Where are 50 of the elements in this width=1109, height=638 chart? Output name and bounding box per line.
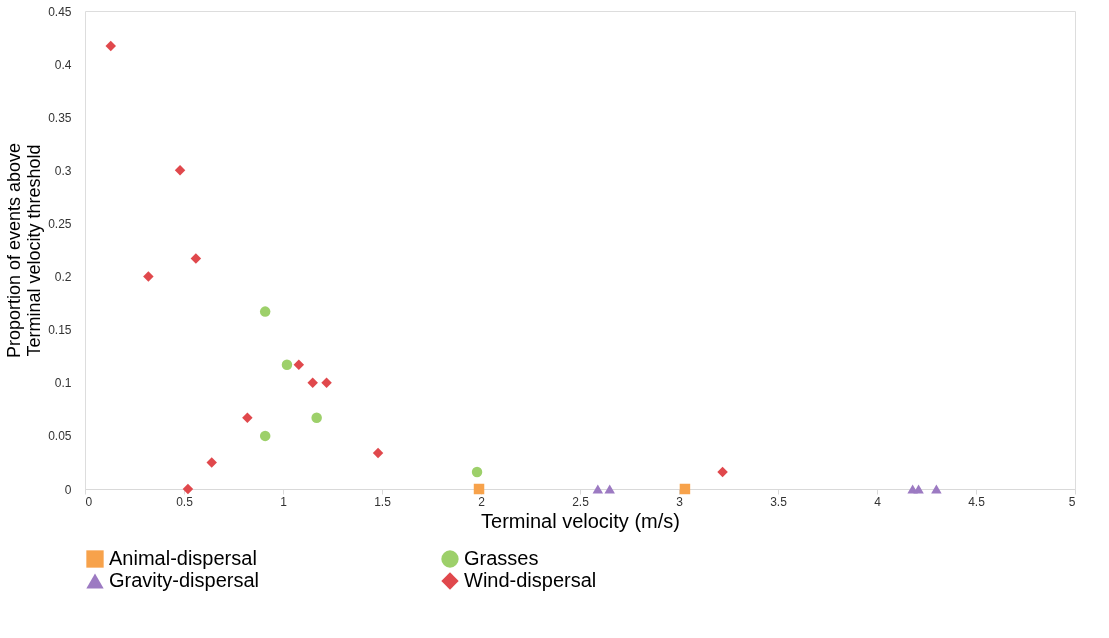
y-tick-label: 0.05 xyxy=(48,429,72,444)
x-tick-label: 0.5 xyxy=(176,494,194,509)
point xyxy=(281,359,293,370)
point xyxy=(143,271,154,282)
y-tick-label: 0.4 xyxy=(54,57,72,72)
x-tick-label: 4 xyxy=(874,494,882,509)
y-tick-label: 0.35 xyxy=(48,110,72,125)
point xyxy=(592,484,604,494)
point xyxy=(206,457,217,468)
point xyxy=(321,377,332,389)
point xyxy=(105,40,116,52)
point xyxy=(679,483,691,495)
point xyxy=(259,430,271,442)
x-tick-label: 3 xyxy=(676,494,684,509)
x-tick-label: 2.5 xyxy=(572,494,590,509)
point xyxy=(604,484,615,494)
y-tick-label: 0.3 xyxy=(54,163,72,178)
x-tick-label: 2 xyxy=(478,494,486,509)
x-tick-label: 3.5 xyxy=(770,494,788,509)
y-tick-label: 0.45 xyxy=(48,4,72,19)
legend-label: Gravity-dispersal xyxy=(109,569,260,591)
point xyxy=(182,483,194,495)
x-tick-label: 1 xyxy=(280,494,288,509)
point xyxy=(190,253,202,264)
x-tick-label: 4.5 xyxy=(968,494,986,509)
y-tick-label: 0.15 xyxy=(48,323,72,338)
point xyxy=(717,466,728,478)
y-tick-label: 0.25 xyxy=(48,216,72,231)
point xyxy=(259,306,271,317)
y-tick-label: 0 xyxy=(64,482,72,497)
point xyxy=(174,165,186,176)
point xyxy=(931,484,942,494)
legend-label: Grasses xyxy=(464,547,539,569)
point xyxy=(311,412,322,424)
x-tick-label: 0 xyxy=(85,494,93,509)
y-tick-label: 0.1 xyxy=(54,376,72,391)
x-tick-label: 1.5 xyxy=(374,494,392,509)
point xyxy=(473,483,485,495)
point xyxy=(913,484,924,494)
point xyxy=(372,447,384,459)
point xyxy=(293,359,305,370)
legend-label: Wind-dispersal xyxy=(464,569,597,591)
point xyxy=(242,412,253,424)
y-tick-label: 0.2 xyxy=(54,270,72,285)
point xyxy=(307,377,318,389)
x-tick-label: 5 xyxy=(1068,494,1076,509)
point xyxy=(471,466,483,478)
x-axis-title: Terminal velocity (m/s) xyxy=(481,509,680,532)
y-axis-title: Proportion of events above Terminal velocity threshold xyxy=(4,142,45,359)
legend-label: Animal-dispersal xyxy=(109,547,257,569)
